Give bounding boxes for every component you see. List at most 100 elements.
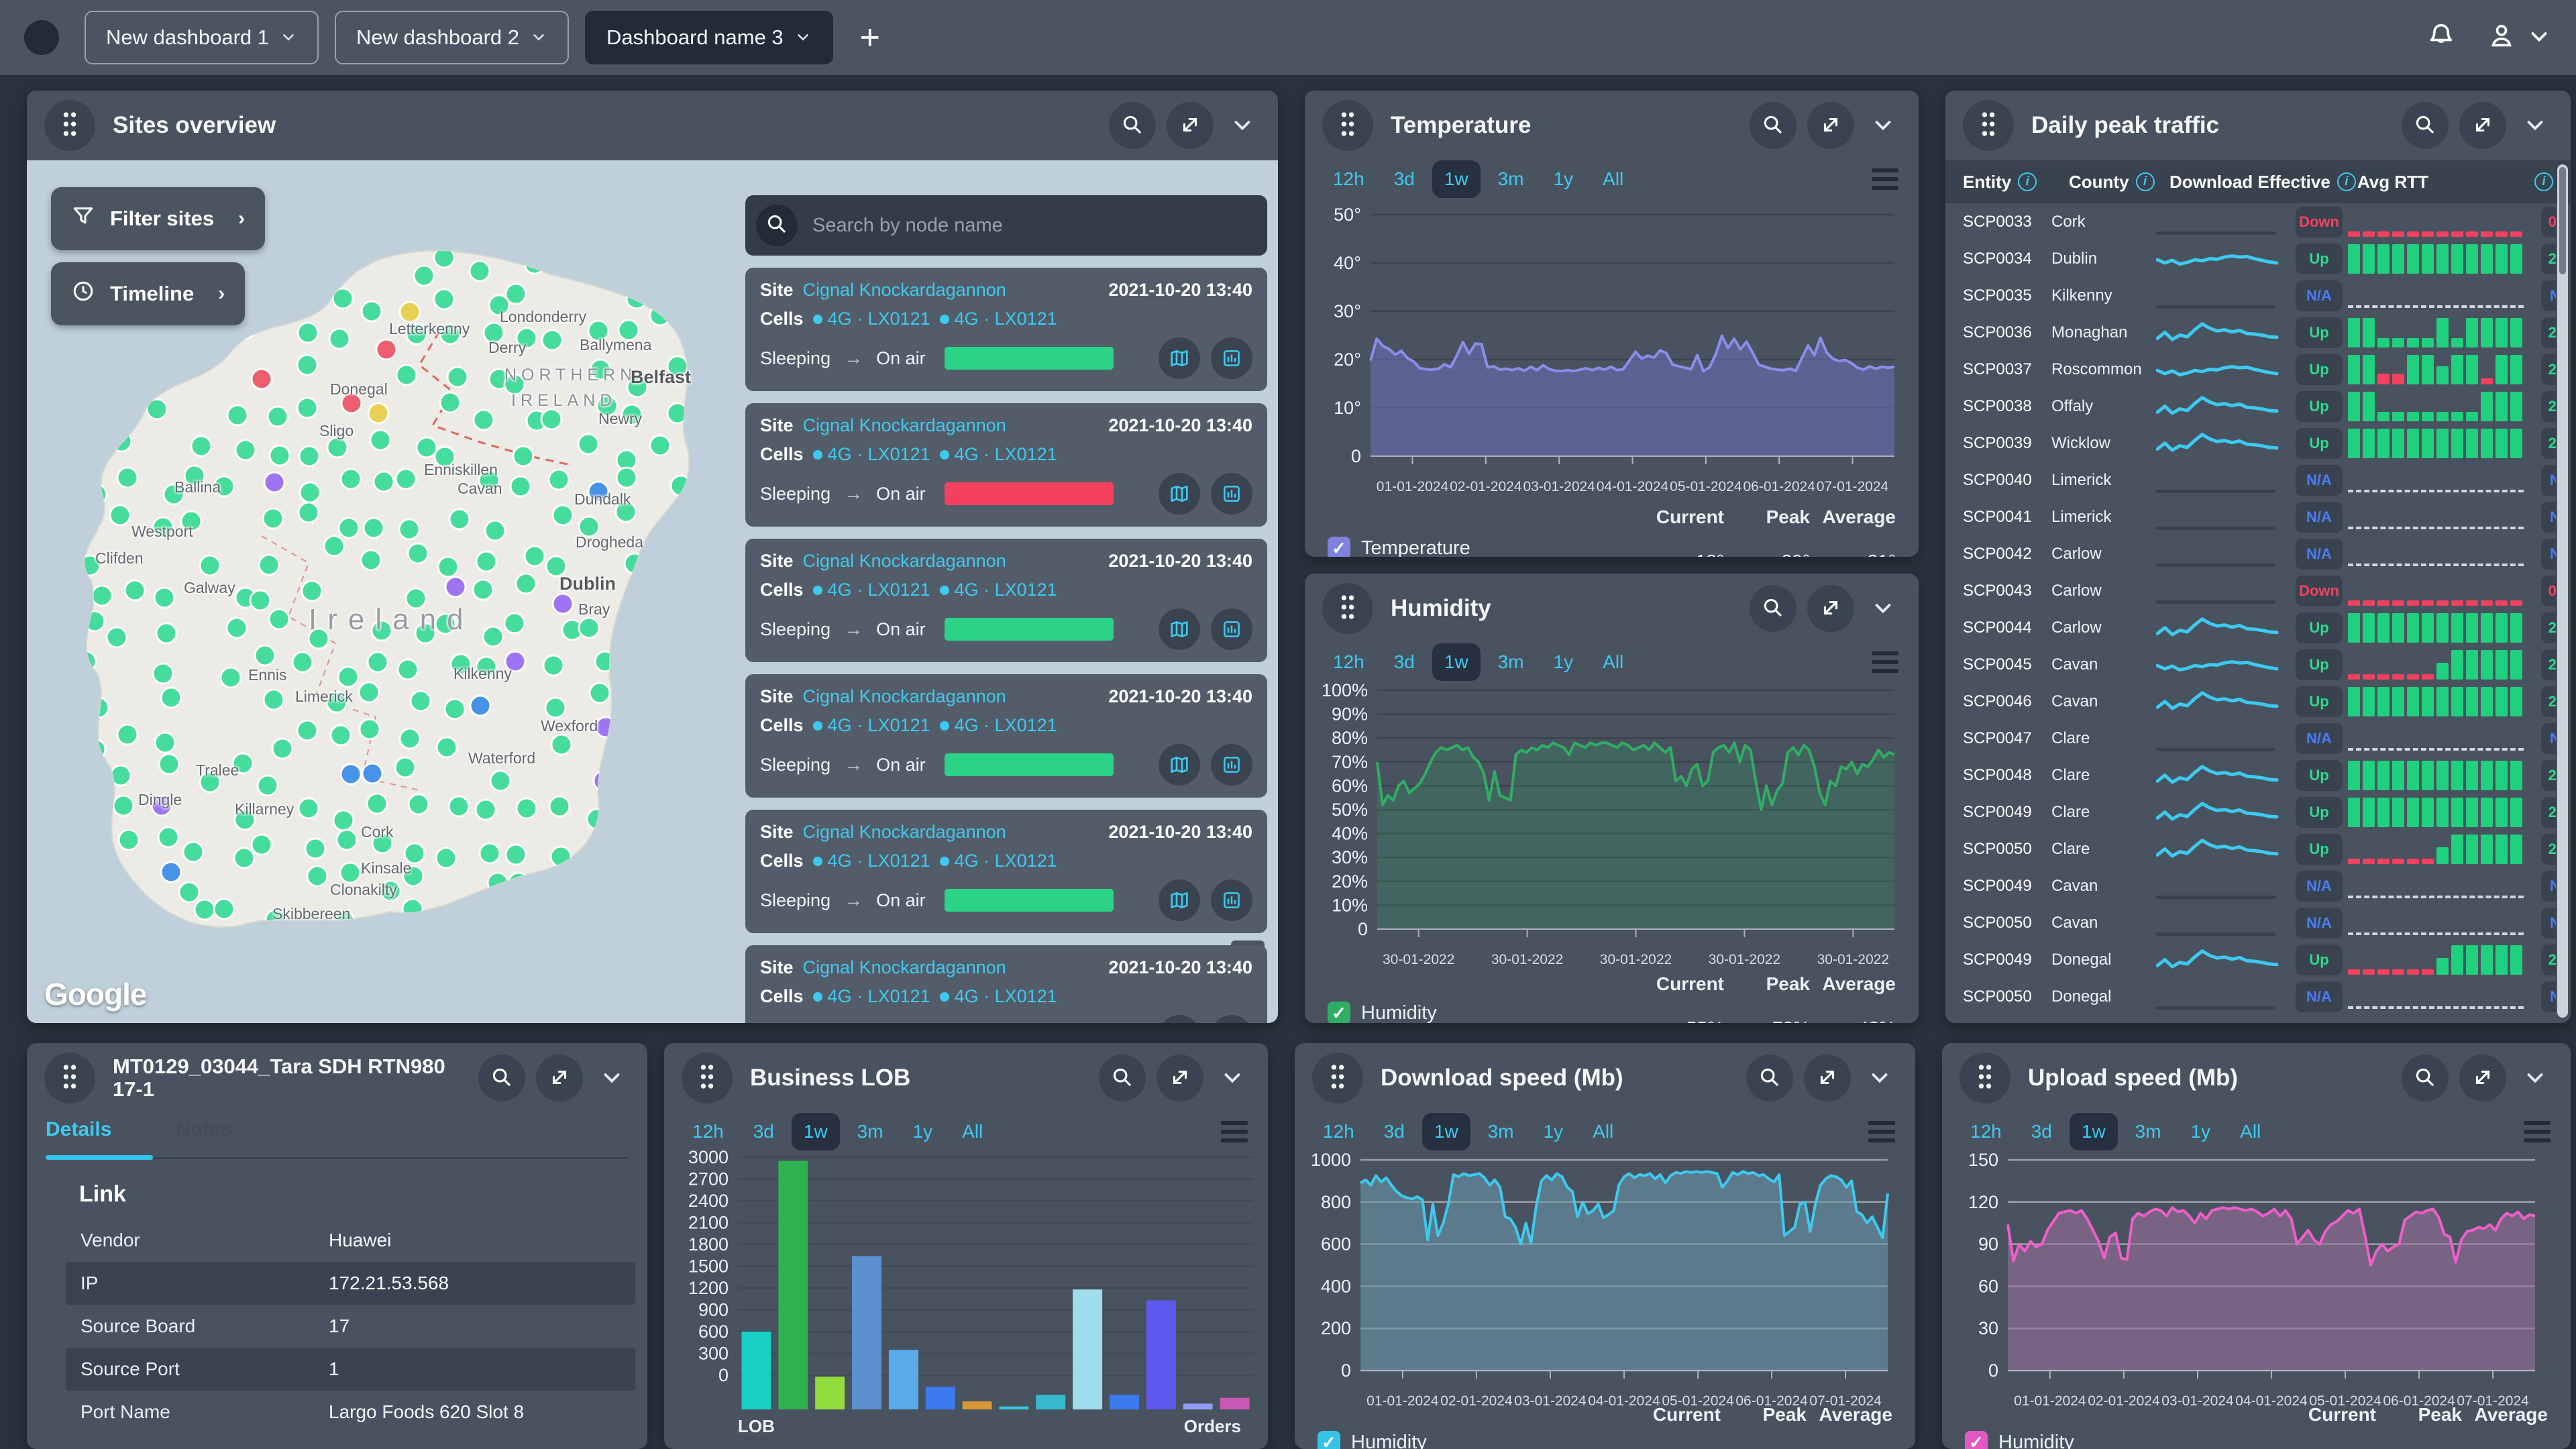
- notifications-bell-icon[interactable]: [2426, 21, 2457, 55]
- time-range-3m[interactable]: 3m: [2135, 1121, 2161, 1142]
- search-icon[interactable]: [2402, 1055, 2449, 1102]
- time-range-1w[interactable]: 1w: [2069, 1113, 2118, 1150]
- site-card[interactable]: Site Cignal Knockardagannon 2021-10-20 13:…: [745, 945, 1267, 1023]
- time-range-all[interactable]: All: [962, 1121, 983, 1142]
- info-icon[interactable]: i: [2135, 172, 2155, 191]
- time-range-all[interactable]: All: [2240, 1121, 2261, 1142]
- site-card[interactable]: Site Cignal Knockardagannon 2021-10-20 13:…: [745, 539, 1267, 662]
- expand-icon[interactable]: [2459, 1055, 2506, 1102]
- time-range-3d[interactable]: 3d: [2031, 1121, 2052, 1142]
- table-row[interactable]: SCP0049 Clare Up 2.51: [1945, 794, 2556, 830]
- time-range-1y[interactable]: 1y: [1543, 1121, 1564, 1142]
- time-range-12h[interactable]: 12h: [1333, 168, 1364, 189]
- drag-handle-icon[interactable]: [44, 1053, 95, 1104]
- scrollbar[interactable]: [2557, 164, 2568, 1018]
- app-logo[interactable]: [24, 20, 59, 55]
- legend-checkbox[interactable]: ✓: [1328, 1002, 1350, 1023]
- time-range-3d[interactable]: 3d: [1383, 1121, 1405, 1142]
- time-range-3m[interactable]: 3m: [1487, 1121, 1514, 1142]
- cell-link[interactable]: 4G · LX0121: [939, 444, 1057, 465]
- cell-link[interactable]: 4G · LX0121: [812, 444, 930, 465]
- site-chart-icon[interactable]: [1211, 879, 1252, 921]
- time-range-1y[interactable]: 1y: [912, 1121, 933, 1142]
- table-row[interactable]: SCP0050 Clare Up 2.51: [1945, 830, 2556, 867]
- tab-notes[interactable]: Notes: [176, 1118, 232, 1140]
- table-row[interactable]: SCP0041 Limerick N/A N/A: [1945, 498, 2556, 535]
- table-row[interactable]: SCP0047 Clare N/A N/A: [1945, 720, 2556, 757]
- table-row[interactable]: SCP0034 Dublin Up 2.51: [1945, 240, 2556, 277]
- time-range-3m[interactable]: 3m: [857, 1121, 883, 1142]
- site-chart-icon[interactable]: [1211, 1015, 1252, 1023]
- drag-handle-icon[interactable]: [1322, 583, 1373, 634]
- search-icon[interactable]: [1746, 1055, 1793, 1102]
- cell-link[interactable]: 4G · LX0121: [939, 851, 1057, 871]
- expand-icon[interactable]: [1804, 1055, 1851, 1102]
- cell-link[interactable]: 4G · LX0121: [812, 309, 930, 329]
- drag-handle-icon[interactable]: [1312, 1053, 1363, 1104]
- expand-icon[interactable]: [1157, 1055, 1203, 1102]
- collapse-chevron-icon[interactable]: [1865, 107, 1901, 144]
- cell-link[interactable]: 4G · LX0121: [939, 986, 1057, 1007]
- cell-link[interactable]: 4G · LX0121: [939, 309, 1057, 329]
- map-view-icon[interactable]: [1159, 337, 1200, 379]
- collapse-chevron-icon[interactable]: [2517, 107, 2553, 144]
- time-range-12h[interactable]: 12h: [692, 1121, 724, 1142]
- site-chart-icon[interactable]: [1211, 337, 1252, 379]
- time-range-1w[interactable]: 1w: [1432, 160, 1481, 198]
- legend-checkbox[interactable]: ✓: [1965, 1431, 1988, 1449]
- drag-handle-icon[interactable]: [1963, 100, 2014, 151]
- menu-hamburger-icon[interactable]: [1868, 647, 1902, 677]
- search-icon[interactable]: [2402, 102, 2449, 149]
- time-range-1y[interactable]: 1y: [1553, 168, 1574, 189]
- site-card[interactable]: Site Cignal Knockardagannon 2021-10-20 13:…: [745, 268, 1267, 391]
- table-row[interactable]: SCP0048 Clare Up 2.51: [1945, 757, 2556, 794]
- site-card[interactable]: Site Cignal Knockardagannon 2021-10-20 13:…: [745, 674, 1267, 798]
- menu-hamburger-icon[interactable]: [1868, 164, 1902, 194]
- site-link[interactable]: Cignal Knockardagannon: [802, 686, 1006, 706]
- time-range-3d[interactable]: 3d: [753, 1121, 774, 1142]
- time-range-1y[interactable]: 1y: [1553, 651, 1574, 672]
- site-card[interactable]: Site Cignal Knockardagannon 2021-10-20 13:…: [745, 403, 1267, 527]
- site-link[interactable]: Cignal Knockardagannon: [802, 415, 1006, 435]
- time-range-1y[interactable]: 1y: [2190, 1121, 2211, 1142]
- time-range-all[interactable]: All: [1593, 1121, 1614, 1142]
- time-range-1w[interactable]: 1w: [791, 1113, 840, 1150]
- site-chart-icon[interactable]: [1211, 608, 1252, 650]
- drag-handle-icon[interactable]: [1960, 1053, 2010, 1104]
- site-search-input[interactable]: [812, 214, 1256, 237]
- table-row[interactable]: SCP0037 Roscommon Up 2.51: [1945, 351, 2556, 388]
- timeline-button[interactable]: Timeline ›: [51, 262, 246, 325]
- dashboard-tab[interactable]: New dashboard 2: [335, 11, 569, 64]
- cell-link[interactable]: 4G · LX0121: [939, 715, 1057, 736]
- info-icon[interactable]: i: [2337, 172, 2356, 191]
- user-menu[interactable]: [2486, 21, 2552, 55]
- search-icon[interactable]: [478, 1055, 525, 1102]
- add-dashboard-button[interactable]: +: [859, 18, 881, 57]
- table-row[interactable]: SCP0043 Carlow Down 0.00: [1945, 572, 2556, 609]
- time-range-1w[interactable]: 1w: [1421, 1113, 1470, 1150]
- search-icon[interactable]: [1750, 102, 1796, 149]
- info-icon[interactable]: i: [2018, 172, 2037, 191]
- site-chart-icon[interactable]: [1211, 744, 1252, 786]
- time-range-1w[interactable]: 1w: [1432, 643, 1481, 681]
- map-view-icon[interactable]: [1159, 608, 1200, 650]
- tab-details[interactable]: Details: [46, 1118, 112, 1140]
- table-row[interactable]: SCP0049 Donegal Up 2.51: [1945, 941, 2556, 978]
- menu-hamburger-icon[interactable]: [1864, 1117, 1899, 1146]
- menu-hamburger-icon[interactable]: [2520, 1117, 2555, 1146]
- map-view-icon[interactable]: [1159, 473, 1200, 515]
- collapse-chevron-icon[interactable]: [1214, 1060, 1250, 1096]
- cell-link[interactable]: 4G · LX0121: [812, 986, 930, 1007]
- cell-link[interactable]: 4G · LX0121: [939, 580, 1057, 600]
- time-range-12h[interactable]: 12h: [1333, 651, 1364, 672]
- time-range-3m[interactable]: 3m: [1497, 168, 1524, 189]
- collapse-chevron-icon[interactable]: [1862, 1060, 1898, 1096]
- expand-icon[interactable]: [1807, 102, 1854, 149]
- site-card[interactable]: Site Cignal Knockardagannon 2021-10-20 13:…: [745, 810, 1267, 933]
- collapse-chevron-icon[interactable]: [594, 1060, 630, 1096]
- table-row[interactable]: SCP0042 Carlow N/A N/A: [1945, 535, 2556, 572]
- table-row[interactable]: SCP0033 Cork Down 0.00: [1945, 203, 2556, 240]
- legend-checkbox[interactable]: ✓: [1318, 1431, 1340, 1449]
- map-canvas[interactable]: Letterkenny Londonderry Derry Ballymena NORT…: [27, 160, 1278, 1023]
- site-link[interactable]: Cignal Knockardagannon: [802, 957, 1006, 977]
